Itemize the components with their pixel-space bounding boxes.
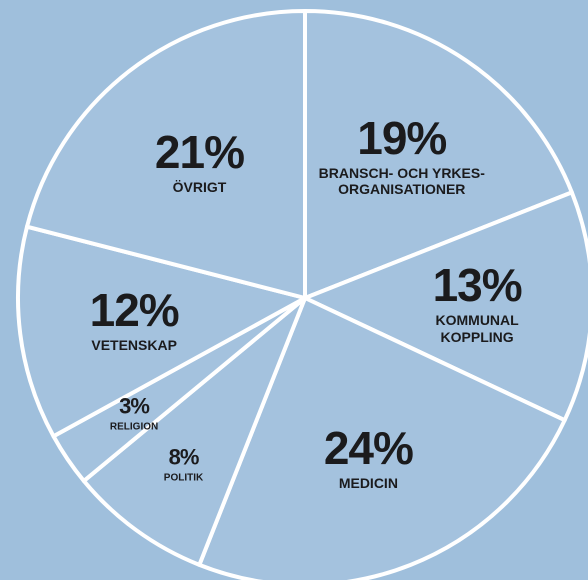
slice-label: 19% BRANSCH- OCH YRKES- ORGANISATIONER bbox=[319, 114, 485, 196]
pie-slice bbox=[303, 9, 574, 300]
value-label: 19% bbox=[357, 111, 447, 164]
pie-slice bbox=[81, 296, 307, 567]
slice-label: 21% ÖVRIGT bbox=[154, 125, 245, 195]
category-label: POLITIK bbox=[163, 472, 204, 484]
value-label: 21% bbox=[154, 125, 245, 178]
category-label: VETENSKAP bbox=[91, 336, 177, 353]
slice-label: 24% MEDICIN bbox=[323, 422, 414, 492]
value-label: 8% bbox=[168, 444, 200, 470]
value-label: 24% bbox=[323, 422, 414, 475]
pie-slice bbox=[25, 9, 307, 300]
category-label: KOMMUNAL KOPPLING bbox=[435, 312, 519, 345]
category-label: ÖVRIGT bbox=[172, 178, 227, 195]
category-label: MEDICIN bbox=[338, 475, 398, 492]
value-label: 12% bbox=[89, 283, 180, 336]
slice-label: 3% RELIGION bbox=[110, 395, 158, 433]
slice-label: 8% POLITIK bbox=[164, 446, 203, 484]
category-label: BRANSCH- OCH YRKES- ORGANISATIONER bbox=[318, 164, 485, 197]
category-label: RELIGION bbox=[109, 421, 159, 433]
slice-label: 12% VETENSKAP bbox=[89, 283, 180, 353]
pie-slice bbox=[16, 224, 307, 439]
slice-label: 13% KOMMUNAL KOPPLING bbox=[432, 259, 523, 345]
value-label: 13% bbox=[432, 259, 523, 312]
pie-slice bbox=[303, 190, 588, 423]
value-label: 3% bbox=[119, 393, 150, 419]
